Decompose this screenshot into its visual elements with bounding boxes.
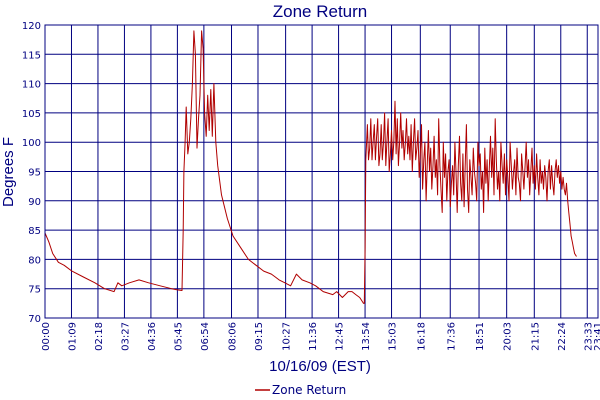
x-tick-label: 09:15 xyxy=(254,322,265,351)
y-tick-label: 120 xyxy=(22,21,41,32)
series-line xyxy=(44,30,577,304)
series-layer xyxy=(44,30,577,304)
legend: Zone Return xyxy=(255,383,346,397)
chart-title: Zone Return xyxy=(273,2,368,21)
y-tick-label: 70 xyxy=(28,314,41,325)
legend-label: Zone Return xyxy=(272,383,346,397)
y-tick-label: 90 xyxy=(28,197,41,208)
x-axis: 00:00 01:09 02:18 03:27 04:36 05:45 06:54 08:06… xyxy=(41,322,600,351)
x-tick-label: 18:51 xyxy=(475,322,486,351)
y-axis: 70 75 80 85 90 95 100 105 110 115 120 xyxy=(22,21,41,325)
x-tick-label: 21:15 xyxy=(530,322,541,351)
x-tick-label: 10:27 xyxy=(282,322,293,351)
x-tick-label: 05:45 xyxy=(173,322,184,351)
x-tick-label: 00:00 xyxy=(41,322,52,351)
x-tick-label: 04:36 xyxy=(147,322,158,351)
y-tick-label: 95 xyxy=(28,168,41,179)
y-axis-title: Degrees F xyxy=(0,137,17,207)
plot-frame xyxy=(44,24,599,319)
x-tick-label: 01:09 xyxy=(67,322,78,351)
y-tick-label: 100 xyxy=(22,138,41,149)
y-tick-label: 115 xyxy=(22,50,41,61)
x-tick-label: 12:45 xyxy=(335,322,346,351)
x-tick-label: 13:54 xyxy=(361,322,372,351)
x-tick-label: 23:41 xyxy=(593,322,600,351)
x-tick-label: 15:03 xyxy=(388,322,399,351)
x-tick-label: 02:18 xyxy=(94,322,105,351)
x-tick-label: 23:33 xyxy=(583,322,594,351)
x-tick-label: 11:36 xyxy=(308,322,319,351)
y-tick-label: 110 xyxy=(22,80,41,91)
x-tick-label: 22:24 xyxy=(557,322,568,351)
x-tick-label: 06:54 xyxy=(200,322,211,351)
y-tick-label: 105 xyxy=(22,109,41,120)
x-tick-label: 20:03 xyxy=(503,322,514,351)
y-tick-label: 85 xyxy=(28,226,41,237)
y-tick-label: 75 xyxy=(28,285,41,296)
grid xyxy=(45,25,598,318)
x-tick-label: 17:36 xyxy=(446,322,457,351)
x-tick-label: 08:06 xyxy=(228,322,239,351)
x-tick-label: 03:27 xyxy=(120,322,131,351)
y-tick-label: 80 xyxy=(28,255,41,266)
x-tick-label: 16:18 xyxy=(416,322,427,351)
x-axis-title: 10/16/09 (EST) xyxy=(269,358,371,375)
